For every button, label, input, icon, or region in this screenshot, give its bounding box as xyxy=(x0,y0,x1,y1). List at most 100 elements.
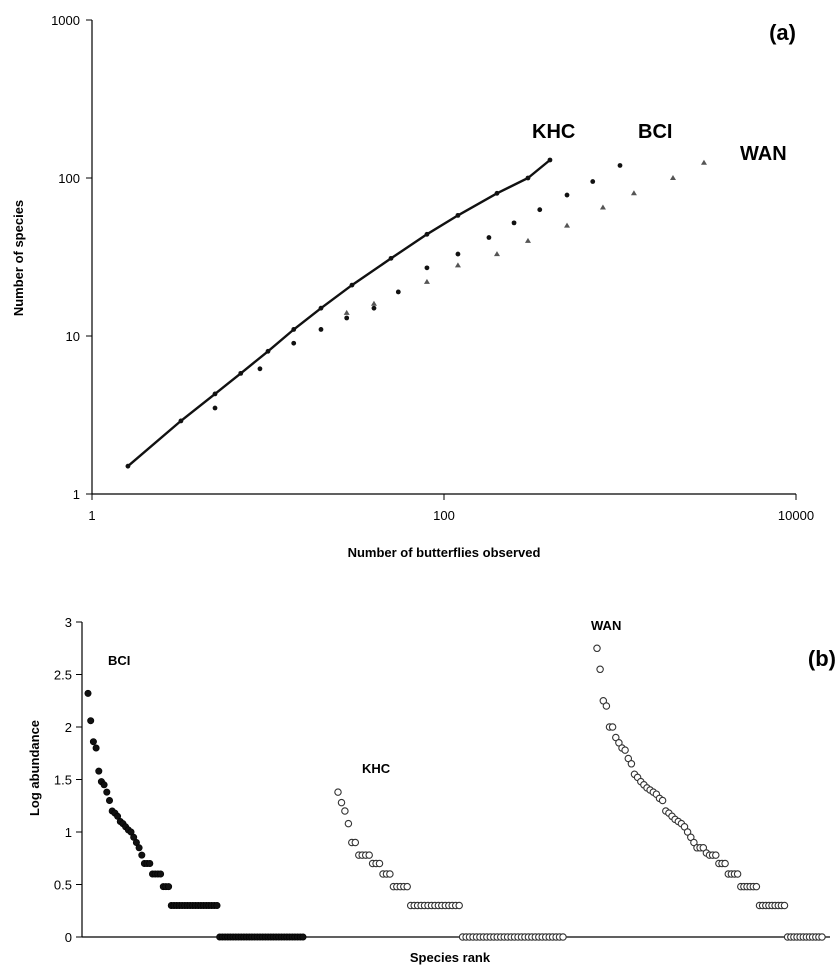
panel-b-data-point-wan xyxy=(712,851,720,859)
panel-b-data-point-bci xyxy=(103,788,111,796)
panel-a-data-point-wan xyxy=(423,278,430,284)
panel-b-series-label-wan: WAN xyxy=(591,618,621,633)
panel-b-data-point-khc xyxy=(559,933,567,941)
panel-a-data-point-wan xyxy=(524,237,531,243)
panel-a-data-point-bci xyxy=(291,340,297,346)
panel-b-data-point-khc xyxy=(351,838,360,847)
panel-a-data-point-bci xyxy=(537,207,543,213)
panel-a-data-point-khc xyxy=(525,175,531,181)
panel-b-y-tick-label: 2 xyxy=(65,720,72,735)
panel-b-data-point-bci xyxy=(157,870,165,878)
panel-a-data-point-wan xyxy=(630,190,637,196)
panel-a-data-point-bci xyxy=(617,163,623,168)
panel-a-data-point-bci xyxy=(486,235,492,240)
panel-a-data-point-wan xyxy=(564,222,571,228)
panel-a-series-bci xyxy=(212,163,623,411)
panel-a-series-line-khc xyxy=(127,159,551,468)
panel-a-data-point-bci xyxy=(395,289,401,295)
panel-a-y-tick-label: 100 xyxy=(58,171,80,186)
panel-b-data-point-khc xyxy=(334,788,342,796)
panel-b-data-point-bci xyxy=(146,859,154,867)
panel-a-data-point-wan xyxy=(700,159,707,165)
panel-b-data-point-bci xyxy=(92,744,100,752)
panel-a-series-label-khc: KHC xyxy=(532,121,575,143)
panel-b-data-point-bci xyxy=(89,738,97,746)
panel-b-label: (b) xyxy=(808,646,836,671)
panel-b-data-point-wan xyxy=(721,859,729,868)
panel-b-data-point-khc xyxy=(403,882,411,891)
panel-b-y-tick-label: 2.5 xyxy=(54,668,72,683)
panel-b-data-point-khc xyxy=(365,851,373,859)
panel-b-y-tick-label: 3 xyxy=(65,615,72,630)
panel-b-data-point-wan xyxy=(658,796,667,805)
panel-b-y-tick-label: 1 xyxy=(65,825,72,840)
panel-a-data-point-wan xyxy=(370,300,377,306)
panel-b-data-point-bci xyxy=(165,883,173,891)
panel-b-data-point-bci xyxy=(95,767,103,775)
panel-b-data-point-wan xyxy=(627,760,636,768)
panel-b-data-point-khc xyxy=(341,807,349,815)
panel-a-data-point-bci xyxy=(318,327,324,332)
panel-b-data-point-bci xyxy=(299,933,307,941)
panel-b-data-point-wan xyxy=(752,882,761,891)
panel-a-y-axis-title: Number of species xyxy=(11,200,26,316)
panel-a-x-axis-title: Number of butterflies observed xyxy=(348,545,541,560)
panel-a-data-point-khc xyxy=(494,190,500,196)
panel-b-data-point-bci xyxy=(213,901,221,909)
panel-b-data-point-wan xyxy=(818,933,826,941)
panel-a-data-point-bci xyxy=(257,366,263,372)
panel-a-series-label-bci: BCI xyxy=(638,121,672,143)
panel-b-series-label-bci: BCI xyxy=(108,653,130,668)
panel-a-x-tick-label: 100 xyxy=(433,508,455,523)
panel-b-data-point-wan xyxy=(621,746,629,754)
panel-b: 0 0.5 1 1.5 2 2.5 3 (b) Species rank Log abund… xyxy=(27,615,836,965)
panel-a-x-tick-label: 10000 xyxy=(778,508,814,523)
panel-b-series-khc xyxy=(334,788,567,941)
panel-b-data-point-khc xyxy=(344,819,353,828)
panel-a-data-point-khc xyxy=(388,255,394,261)
panel-b-data-point-wan xyxy=(780,901,789,910)
panel-a-data-point-bci xyxy=(590,179,596,184)
panel-b-data-point-bci xyxy=(106,796,114,804)
panel-a-data-point-khc xyxy=(424,231,430,237)
panel-b-series-wan xyxy=(593,644,826,941)
panel-b-y-axis-title: Log abundance xyxy=(27,720,42,816)
panel-b-data-point-wan xyxy=(596,665,604,674)
panel-a-data-point-wan xyxy=(454,262,461,268)
panel-a-data-point-khc xyxy=(238,370,244,376)
panel-a-data-point-khc xyxy=(212,391,218,397)
panel-b-data-point-khc xyxy=(386,870,394,878)
panel-b-data-point-wan xyxy=(608,723,617,731)
panel-b-data-point-bci xyxy=(138,851,146,859)
panel-a-series-wan xyxy=(343,159,707,315)
panel-a-data-point-wan xyxy=(493,251,500,257)
panel-b-data-point-bci xyxy=(87,717,95,725)
panel-b-data-point-bci xyxy=(135,844,143,852)
panel-a-series-label-wan: WAN xyxy=(740,143,787,165)
panel-b-y-tick-label: 0 xyxy=(65,930,72,945)
panel-a-data-point-khc xyxy=(265,348,271,354)
panel-b-data-point-wan xyxy=(593,644,601,653)
panel-b-data-point-wan xyxy=(733,870,742,878)
panel-a-label: (a) xyxy=(769,20,796,45)
panel-a-data-point-khc xyxy=(547,157,553,163)
panel-a: 1 10 100 1000 1 100 10000 (a) Number of butte… xyxy=(11,13,814,560)
panel-a-data-point-bci xyxy=(455,251,461,257)
panel-a-data-point-khc xyxy=(291,327,297,332)
panel-a-data-point-khc xyxy=(318,305,324,311)
panel-b-data-point-wan xyxy=(683,828,692,836)
panel-a-data-point-bci xyxy=(511,220,517,226)
panel-a-data-point-khc xyxy=(178,418,184,424)
panel-b-x-axis-title: Species rank xyxy=(410,950,491,965)
panel-b-y-tick-label: 1.5 xyxy=(54,773,72,788)
panel-b-data-point-khc xyxy=(337,798,346,807)
panel-a-data-point-wan xyxy=(669,175,676,180)
panel-b-series-label-khc: KHC xyxy=(362,761,391,776)
panel-b-data-point-bci xyxy=(100,781,108,789)
panel-a-data-point-bci xyxy=(564,192,570,198)
panel-a-data-point-khc xyxy=(125,463,131,469)
panel-a-data-point-khc xyxy=(349,282,355,288)
panel-a-x-tick-label: 1 xyxy=(88,508,95,523)
panel-b-data-point-bci xyxy=(84,689,92,697)
